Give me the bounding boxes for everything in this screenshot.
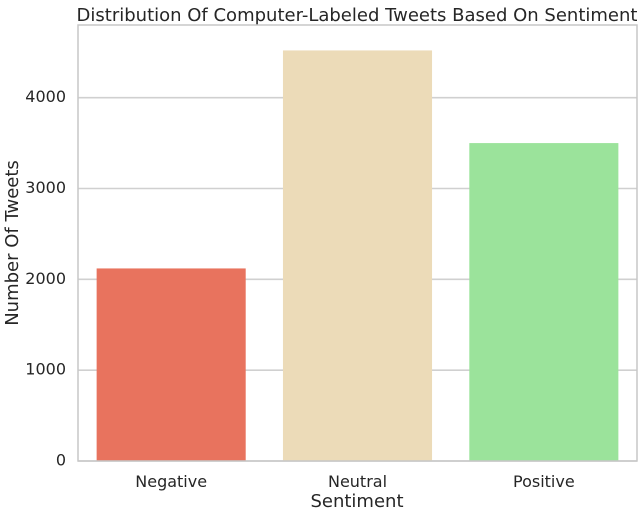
x-axis-label: Sentiment xyxy=(310,491,403,512)
y-axis: 0 1000 2000 3000 4000 xyxy=(25,87,66,469)
y-tick-label: 4000 xyxy=(25,87,66,106)
plot-area xyxy=(77,24,638,462)
y-tick-label: 3000 xyxy=(25,178,66,197)
bar-neutral xyxy=(282,50,433,461)
bar-positive xyxy=(469,143,619,462)
chart-title: Distribution Of Computer-Labeled Tweets … xyxy=(77,5,638,26)
y-tick-label: 1000 xyxy=(25,360,66,379)
y-tick-label: 0 xyxy=(56,451,66,470)
y-axis-label: Number Of Tweets xyxy=(2,160,23,326)
plot-frame xyxy=(77,24,638,462)
bars xyxy=(96,50,619,462)
y-tick-label: 2000 xyxy=(25,269,66,288)
x-tick-label-negative: Negative xyxy=(135,472,207,491)
x-tick-label-positive: Positive xyxy=(513,472,575,491)
bar-negative xyxy=(96,268,246,461)
x-axis: Negative Neutral Positive xyxy=(135,472,574,491)
x-tick-label-neutral: Neutral xyxy=(328,472,387,491)
